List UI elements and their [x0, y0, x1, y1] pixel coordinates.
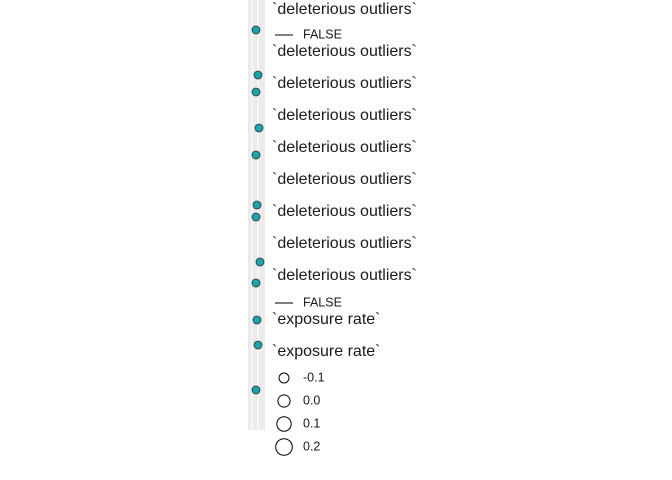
legend-title: `deleterious outliers` — [272, 43, 417, 60]
legend-title: `deleterious outliers` — [272, 139, 417, 156]
legend-key-label: 0.0 — [303, 393, 320, 407]
legend-key-label: FALSE — [303, 27, 342, 41]
legend-key-label: 0.1 — [303, 416, 320, 430]
legend-title: `deleterious outliers` — [272, 1, 417, 18]
legend-title: `exposure rate` — [272, 343, 381, 360]
legend-title: `deleterious outliers` — [272, 203, 417, 220]
legend-title: `deleterious outliers` — [272, 267, 417, 284]
legend-key-label: -0.1 — [303, 370, 325, 384]
legend-key-label: 0.2 — [303, 439, 320, 453]
legend-size-key — [275, 438, 293, 456]
legend-title: `deleterious outliers` — [272, 235, 417, 252]
points-decoration — [251, 25, 265, 395]
legend-title: `exposure rate` — [272, 311, 381, 328]
legend-title: `deleterious outliers` — [272, 107, 417, 124]
panel — [248, 0, 265, 430]
legend-size-key — [278, 372, 290, 384]
legend-size-key — [276, 416, 292, 432]
legend-key-label: FALSE — [303, 295, 342, 309]
legend-title: `deleterious outliers` — [272, 75, 417, 92]
legend: FALSE FALSE `deleterious outliers` `deleter… — [272, 1, 417, 456]
legend-size-key — [277, 394, 291, 408]
legend-title: `deleterious outliers` — [272, 171, 417, 188]
